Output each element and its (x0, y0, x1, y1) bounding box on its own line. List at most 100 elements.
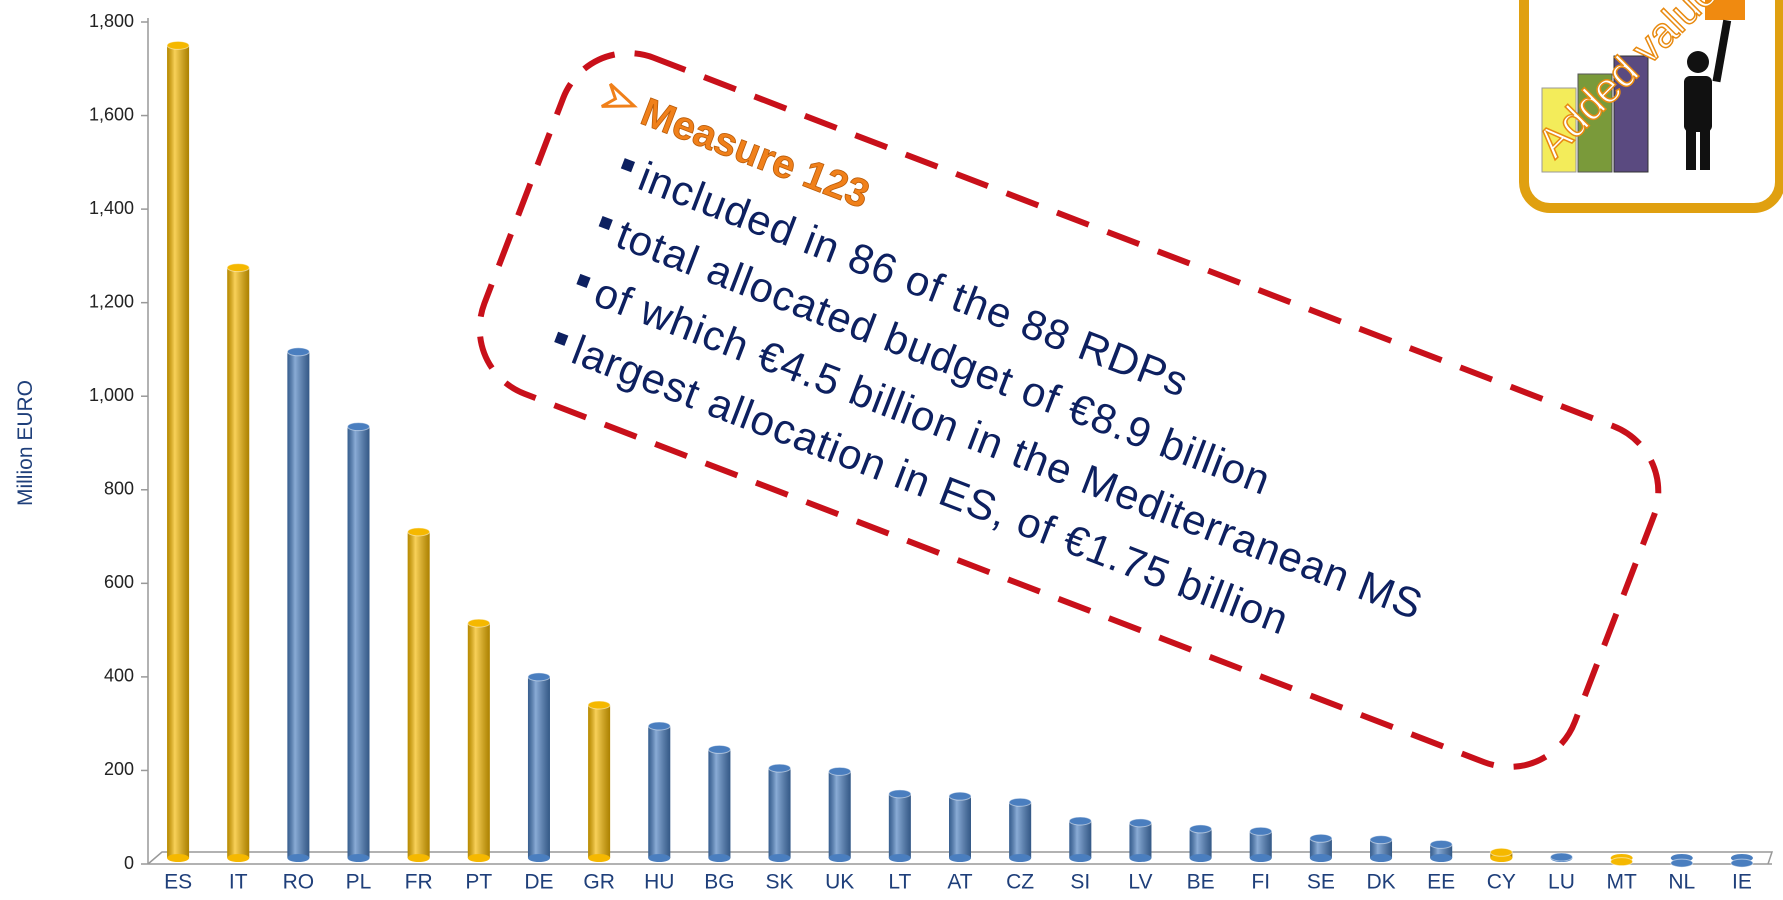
y-tick-label: 800 (104, 479, 134, 499)
bar-base (1009, 854, 1032, 862)
bar-top (1730, 858, 1754, 868)
bar (828, 766, 852, 862)
bar-top (1670, 858, 1694, 868)
x-tick-label: LT (888, 871, 911, 894)
bar-top (828, 766, 852, 776)
bar-shade (167, 45, 190, 858)
bar (166, 40, 190, 862)
badge-bar (1613, 55, 1649, 173)
bar-top (768, 763, 792, 773)
bar-base (588, 854, 611, 862)
bar-top (707, 744, 731, 754)
x-tick-label: BG (704, 871, 734, 894)
x-tick-label: PL (346, 871, 372, 894)
bar (347, 422, 371, 862)
x-tick-label: CY (1487, 871, 1516, 894)
bar (948, 791, 972, 862)
x-tick-label: LV (1128, 871, 1152, 894)
badge-figure (1684, 19, 1732, 170)
bar-base (1069, 854, 1092, 862)
bar-shade (1249, 831, 1272, 858)
plot-area: 0 200 400 600 800 1,000 1,200 1,400 1,600 1,800 ES… (89, 11, 1774, 894)
bar (1610, 854, 1634, 867)
x-tick-label: FI (1251, 871, 1270, 894)
x-tick-label: CZ (1006, 871, 1034, 894)
bar-base (648, 854, 671, 862)
bar-base (1370, 854, 1393, 862)
bar-base (407, 854, 430, 862)
bar (527, 672, 551, 862)
bar (1008, 797, 1032, 862)
x-tick-label: RO (283, 871, 315, 894)
bar (286, 347, 310, 862)
bar-base (1309, 854, 1332, 862)
x-tick-label: SK (766, 871, 794, 894)
x-tick-label: GR (583, 871, 615, 894)
bar (768, 763, 792, 862)
bar-top (1549, 852, 1573, 862)
y-tick-label: 1,800 (89, 11, 134, 31)
bar-top (286, 347, 310, 357)
y-tick-label: 1,200 (89, 291, 134, 311)
bar (1429, 839, 1453, 862)
bar-shade (527, 676, 550, 858)
x-tick-label: MT (1606, 871, 1636, 894)
bar (1549, 852, 1573, 862)
bar-top (1189, 824, 1213, 834)
bar-base (1430, 854, 1453, 862)
bar-base (949, 854, 971, 862)
bar-shade (588, 704, 611, 858)
bar-top (888, 789, 912, 799)
bar-shade (467, 623, 490, 858)
bar-base (1189, 854, 1212, 862)
bar (1670, 854, 1694, 868)
bar (888, 789, 912, 862)
bar-top (527, 672, 551, 682)
x-tick-label: SE (1307, 871, 1335, 894)
bar-base (527, 854, 550, 862)
x-tick-label: HU (644, 871, 674, 894)
bullet-square (576, 273, 591, 289)
y-tick-label: 1,600 (89, 104, 134, 124)
bar-shade (1069, 820, 1092, 858)
bar-top (1068, 816, 1092, 826)
bar (707, 744, 731, 862)
badge-box (1705, 0, 1745, 20)
bar-shade (708, 749, 731, 858)
badge-bar (1577, 73, 1613, 173)
x-tick-label: IT (229, 871, 248, 894)
bar-top (1008, 797, 1032, 807)
bar-shade (407, 531, 430, 858)
bullet-square (620, 158, 636, 173)
bar-top (467, 618, 491, 628)
bar-base (227, 854, 250, 862)
x-tick-label: PT (465, 871, 492, 894)
bar-shade (888, 793, 911, 858)
y-tick-label: 1,000 (89, 385, 134, 405)
bar-top (1128, 818, 1152, 828)
x-tick-label: UK (825, 871, 854, 894)
bar (1189, 824, 1213, 862)
bar-base (167, 854, 190, 862)
bar-top (1489, 847, 1513, 857)
x-tick-label: BE (1187, 871, 1215, 894)
bar-top (587, 700, 611, 710)
y-tick-label: 0 (124, 853, 134, 873)
y-axis-label: Million EURO (14, 380, 37, 506)
annotation: Measure 123 included in 86 of the 88 RDP… (476, 50, 1662, 770)
bar-top (1309, 833, 1333, 843)
bar-top (1249, 826, 1273, 836)
y-tick-label: 200 (104, 759, 134, 779)
bar-base (467, 854, 490, 862)
y-tick-label: 400 (104, 666, 134, 686)
bullet-square (598, 215, 613, 231)
x-tick-label: SI (1070, 871, 1090, 894)
bar (1489, 847, 1513, 862)
bar-top (1610, 857, 1634, 867)
bar-top (647, 721, 671, 731)
bar-top (1369, 835, 1393, 845)
bar-base (287, 854, 310, 862)
x-tick-label: AT (947, 871, 972, 894)
bar-top (1429, 839, 1453, 849)
